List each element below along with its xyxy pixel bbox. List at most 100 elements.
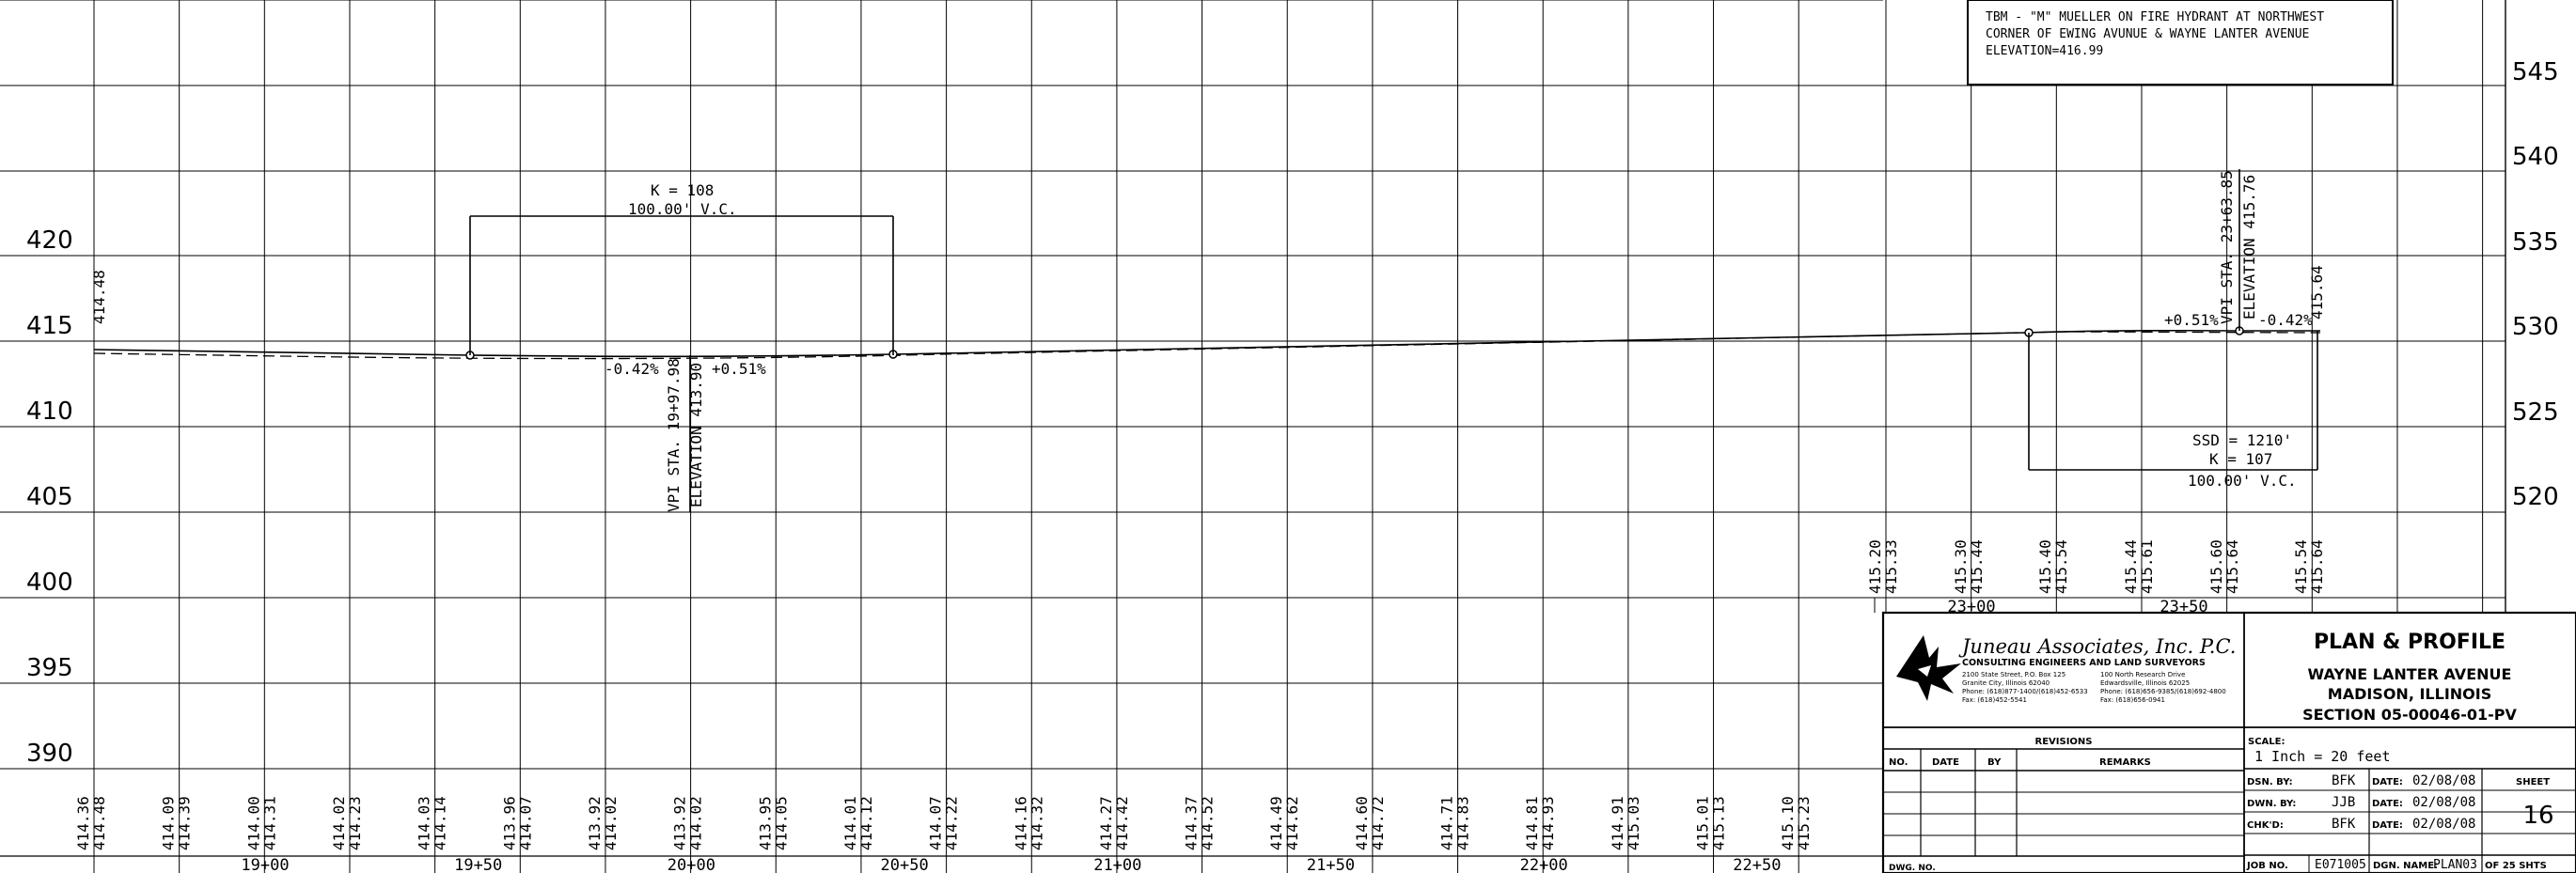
office1-line1: 2100 State Street, P.O. Box 125 <box>1962 671 2066 678</box>
section-number: SECTION 05-00046-01-PV <box>2302 706 2517 724</box>
bottom-station-label: 21+00 <box>1093 856 1141 873</box>
bottom-elevation-value: 414.62 <box>1283 796 1301 850</box>
right-elevation-value: 415.30 <box>1952 539 1970 594</box>
bottom-elevation-value: 415.10 <box>1779 796 1797 850</box>
right-elevation-scale: 545 540 535 530 525 520 <box>2512 58 2559 511</box>
office1-line2: Granite City, Illinois 62040 <box>1962 679 2050 687</box>
juneau-logo <box>1896 635 1961 701</box>
scale-label: SCALE: <box>2248 737 2285 747</box>
elev-label-520: 520 <box>2512 483 2559 511</box>
elev-label-530: 530 <box>2512 313 2559 341</box>
firm-name: Juneau Associates, Inc. P.C. <box>1958 635 2236 658</box>
right-elevation-value: 415.54 <box>2052 539 2070 594</box>
bottom-elevation-value: 415.01 <box>1694 796 1712 850</box>
bottom-elevation-value: 414.22 <box>943 796 961 850</box>
date-label-2: DATE: <box>2372 799 2403 809</box>
dsn-by-value: BFK <box>2332 773 2356 788</box>
bottom-station-labels: 19+00 19+50 20+00 20+50 21+00 21+50 22+00 22+50 <box>241 856 1781 873</box>
bottom-station-label: 19+50 <box>454 856 502 873</box>
street-name: WAYNE LANTER AVENUE <box>2308 665 2512 683</box>
vertical-curve-2-labels: +0.51% -0.42% VPI STA. 23+63.85 ELEVATIO… <box>2164 170 2326 490</box>
bottom-elevation-value: 414.05 <box>772 796 790 850</box>
bottom-elevation-value: 414.32 <box>1028 796 1045 850</box>
right-elevation-value: 415.64 <box>2223 539 2241 594</box>
date-value-1: 02/08/08 <box>2412 773 2475 788</box>
bottom-elevation-value: 414.72 <box>1369 796 1387 850</box>
chkd-value: BFK <box>2332 817 2356 832</box>
bottom-station-label: 19+00 <box>241 856 289 873</box>
dwn-by-value: JJB <box>2332 795 2355 810</box>
bottom-elevation-value: 414.52 <box>1199 796 1217 850</box>
bottom-elevation-value: 414.42 <box>1113 796 1131 850</box>
right-elevation-value: 415.61 <box>2138 539 2156 594</box>
bottom-elevation-value: 414.16 <box>1012 796 1029 850</box>
profile-grid <box>0 0 2506 873</box>
right-elevation-value: 415.54 <box>2292 539 2310 594</box>
bottom-elevation-value: 415.03 <box>1625 796 1642 850</box>
right-elevation-value: 415.20 <box>1866 539 1884 594</box>
bottom-elevation-value: 413.95 <box>756 796 774 850</box>
elev-label-395: 395 <box>26 654 73 682</box>
left-elevation-scale: 420 415 410 405 400 395 390 <box>26 226 73 768</box>
chkd-label: CHK'D: <box>2247 820 2284 831</box>
bottom-elevation-value: 414.03 <box>416 796 433 850</box>
office1-line4: Fax: (618)452-5541 <box>1962 696 2027 704</box>
office2-line3: Phone: (618)656-9385/(618)692-4800 <box>2100 688 2226 695</box>
elev-label-400: 400 <box>26 569 73 597</box>
bottom-elevation-value: 414.00 <box>244 796 262 850</box>
curve1-grade-out: +0.51% <box>712 360 766 378</box>
bottom-elevation-value: 414.81 <box>1523 796 1541 850</box>
bottom-elevation-value: 414.02 <box>330 796 348 850</box>
dwn-by-label: DWN. BY: <box>2247 799 2296 809</box>
dgn-name-label: DGN. NAME: <box>2373 861 2438 871</box>
bottom-elevation-value: 413.92 <box>671 796 689 850</box>
date-label-1: DATE: <box>2372 777 2403 787</box>
city-name: MADISON, ILLINOIS <box>2328 685 2491 703</box>
sheets-total: OF 25 SHTS <box>2485 861 2547 871</box>
elev-label-535: 535 <box>2512 228 2559 257</box>
bottom-elevation-value: 414.14 <box>432 796 449 850</box>
right-elevation-value: 415.44 <box>2122 539 2140 594</box>
bottom-elevation-value: 414.36 <box>74 796 92 850</box>
elev-label-415: 415 <box>26 312 73 340</box>
tbm-line-1: TBM - "M" MUELLER ON FIRE HYDRANT AT NOR… <box>1986 10 2324 24</box>
scale-value: 1 Inch = 20 feet <box>2254 748 2391 765</box>
bottom-elevation-value: 414.93 <box>1539 796 1557 850</box>
bottom-elevation-value: 414.48 <box>90 796 108 850</box>
curve2-k-value: K = 107 <box>2209 450 2272 468</box>
bottom-elevation-value: 414.37 <box>1183 796 1201 850</box>
revisions-col-by: BY <box>1987 757 2002 768</box>
dgn-name-value: PLAN03 <box>2433 858 2477 872</box>
curve2-grade-out: -0.42% <box>2258 311 2313 329</box>
sheet-number: 16 <box>2522 802 2553 830</box>
bottom-elevation-value: 414.02 <box>602 796 620 850</box>
elev-label-540: 540 <box>2512 143 2559 171</box>
bottom-elevation-value: 414.91 <box>1609 796 1626 850</box>
curve1-vpi-elevation: ELEVATION 413.90 <box>687 363 705 507</box>
bottom-elevation-value: 414.60 <box>1353 796 1371 850</box>
vertical-curve-1 <box>469 215 894 512</box>
tbm-line-3: ELEVATION=416.99 <box>1986 44 2103 58</box>
dsn-by-label: DSN. BY: <box>2247 777 2293 787</box>
tbm-line-2: CORNER OF EWING AVUNUE & WAYNE LANTER AV… <box>1986 27 2309 41</box>
elev-label-405: 405 <box>26 483 73 511</box>
revisions-col-remarks: REMARKS <box>2099 757 2151 768</box>
bottom-elevation-value: 413.92 <box>586 796 604 850</box>
elev-label-420: 420 <box>26 226 73 255</box>
profile-lines <box>93 326 2321 360</box>
bottom-elevation-value: 414.09 <box>160 796 178 850</box>
curve2-vc-length: 100.00' V.C. <box>2188 472 2297 490</box>
date-label-3: DATE: <box>2372 820 2403 831</box>
right-elevation-value: 415.40 <box>2036 539 2054 594</box>
curve2-vpi-station: VPI STA. 23+63.85 <box>2218 170 2236 324</box>
bottom-elevation-value: 414.12 <box>857 796 875 850</box>
office2-line4: Fax: (618)656-0941 <box>2100 696 2165 704</box>
elev-label-545: 545 <box>2512 58 2559 86</box>
revisions-col-no: NO. <box>1889 757 1908 768</box>
bottom-elevation-value: 414.23 <box>346 796 364 850</box>
bottom-elevation-value: 414.49 <box>1267 796 1285 850</box>
bottom-elevation-value: 415.23 <box>1795 796 1813 850</box>
bottom-station-label: 20+50 <box>881 856 929 873</box>
